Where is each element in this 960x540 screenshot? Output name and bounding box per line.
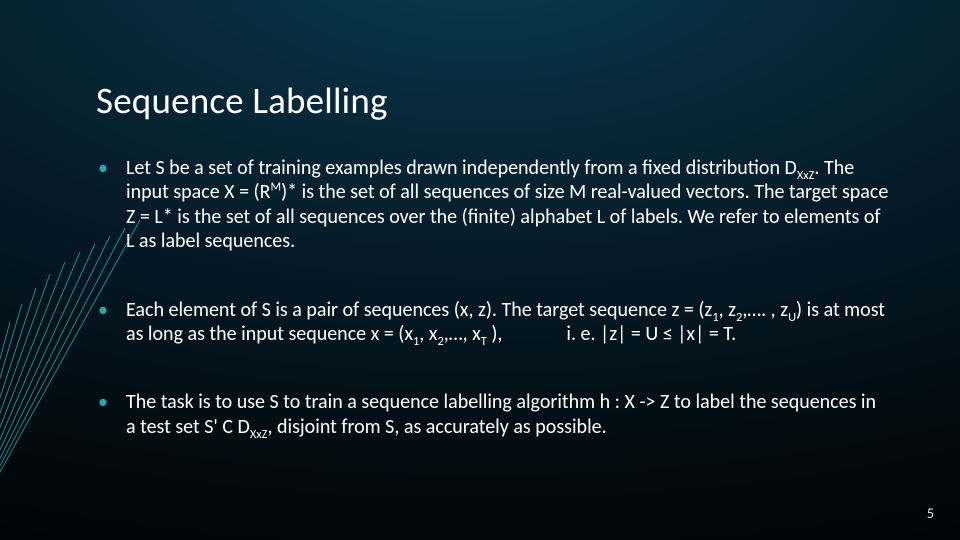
bullet-text: ,…, x bbox=[444, 322, 481, 346]
bullet-text: ,…. , z bbox=[742, 298, 788, 322]
bullet-text: i. e. |z| = U ≤ |x| = T. bbox=[566, 322, 736, 346]
bullet-text: Let S be a set of training examples draw… bbox=[126, 156, 797, 180]
page-number: 5 bbox=[927, 505, 934, 522]
bullet-text: Each element of S is a pair of sequences… bbox=[126, 298, 712, 322]
bullet-text: , disjoint from S, as accurately as poss… bbox=[267, 415, 606, 439]
slide: Sequence Labelling Let S be a set of tra… bbox=[0, 0, 960, 540]
bullet-text: , x bbox=[419, 322, 437, 346]
bullet-item: Let S be a set of training examples draw… bbox=[96, 156, 890, 254]
bullet-text: ), bbox=[487, 322, 503, 346]
bullet-list: Let S be a set of training examples draw… bbox=[96, 156, 890, 439]
superscript: M bbox=[270, 180, 281, 195]
bullet-item: The task is to use S to train a sequence… bbox=[96, 390, 890, 439]
subscript: XxZ bbox=[250, 427, 268, 442]
bullet-text: , z bbox=[719, 298, 736, 322]
slide-body: Let S be a set of training examples draw… bbox=[96, 156, 890, 483]
slide-title: Sequence Labelling bbox=[96, 78, 388, 123]
subscript: U bbox=[788, 310, 796, 325]
bullet-item: Each element of S is a pair of sequences… bbox=[96, 298, 890, 347]
